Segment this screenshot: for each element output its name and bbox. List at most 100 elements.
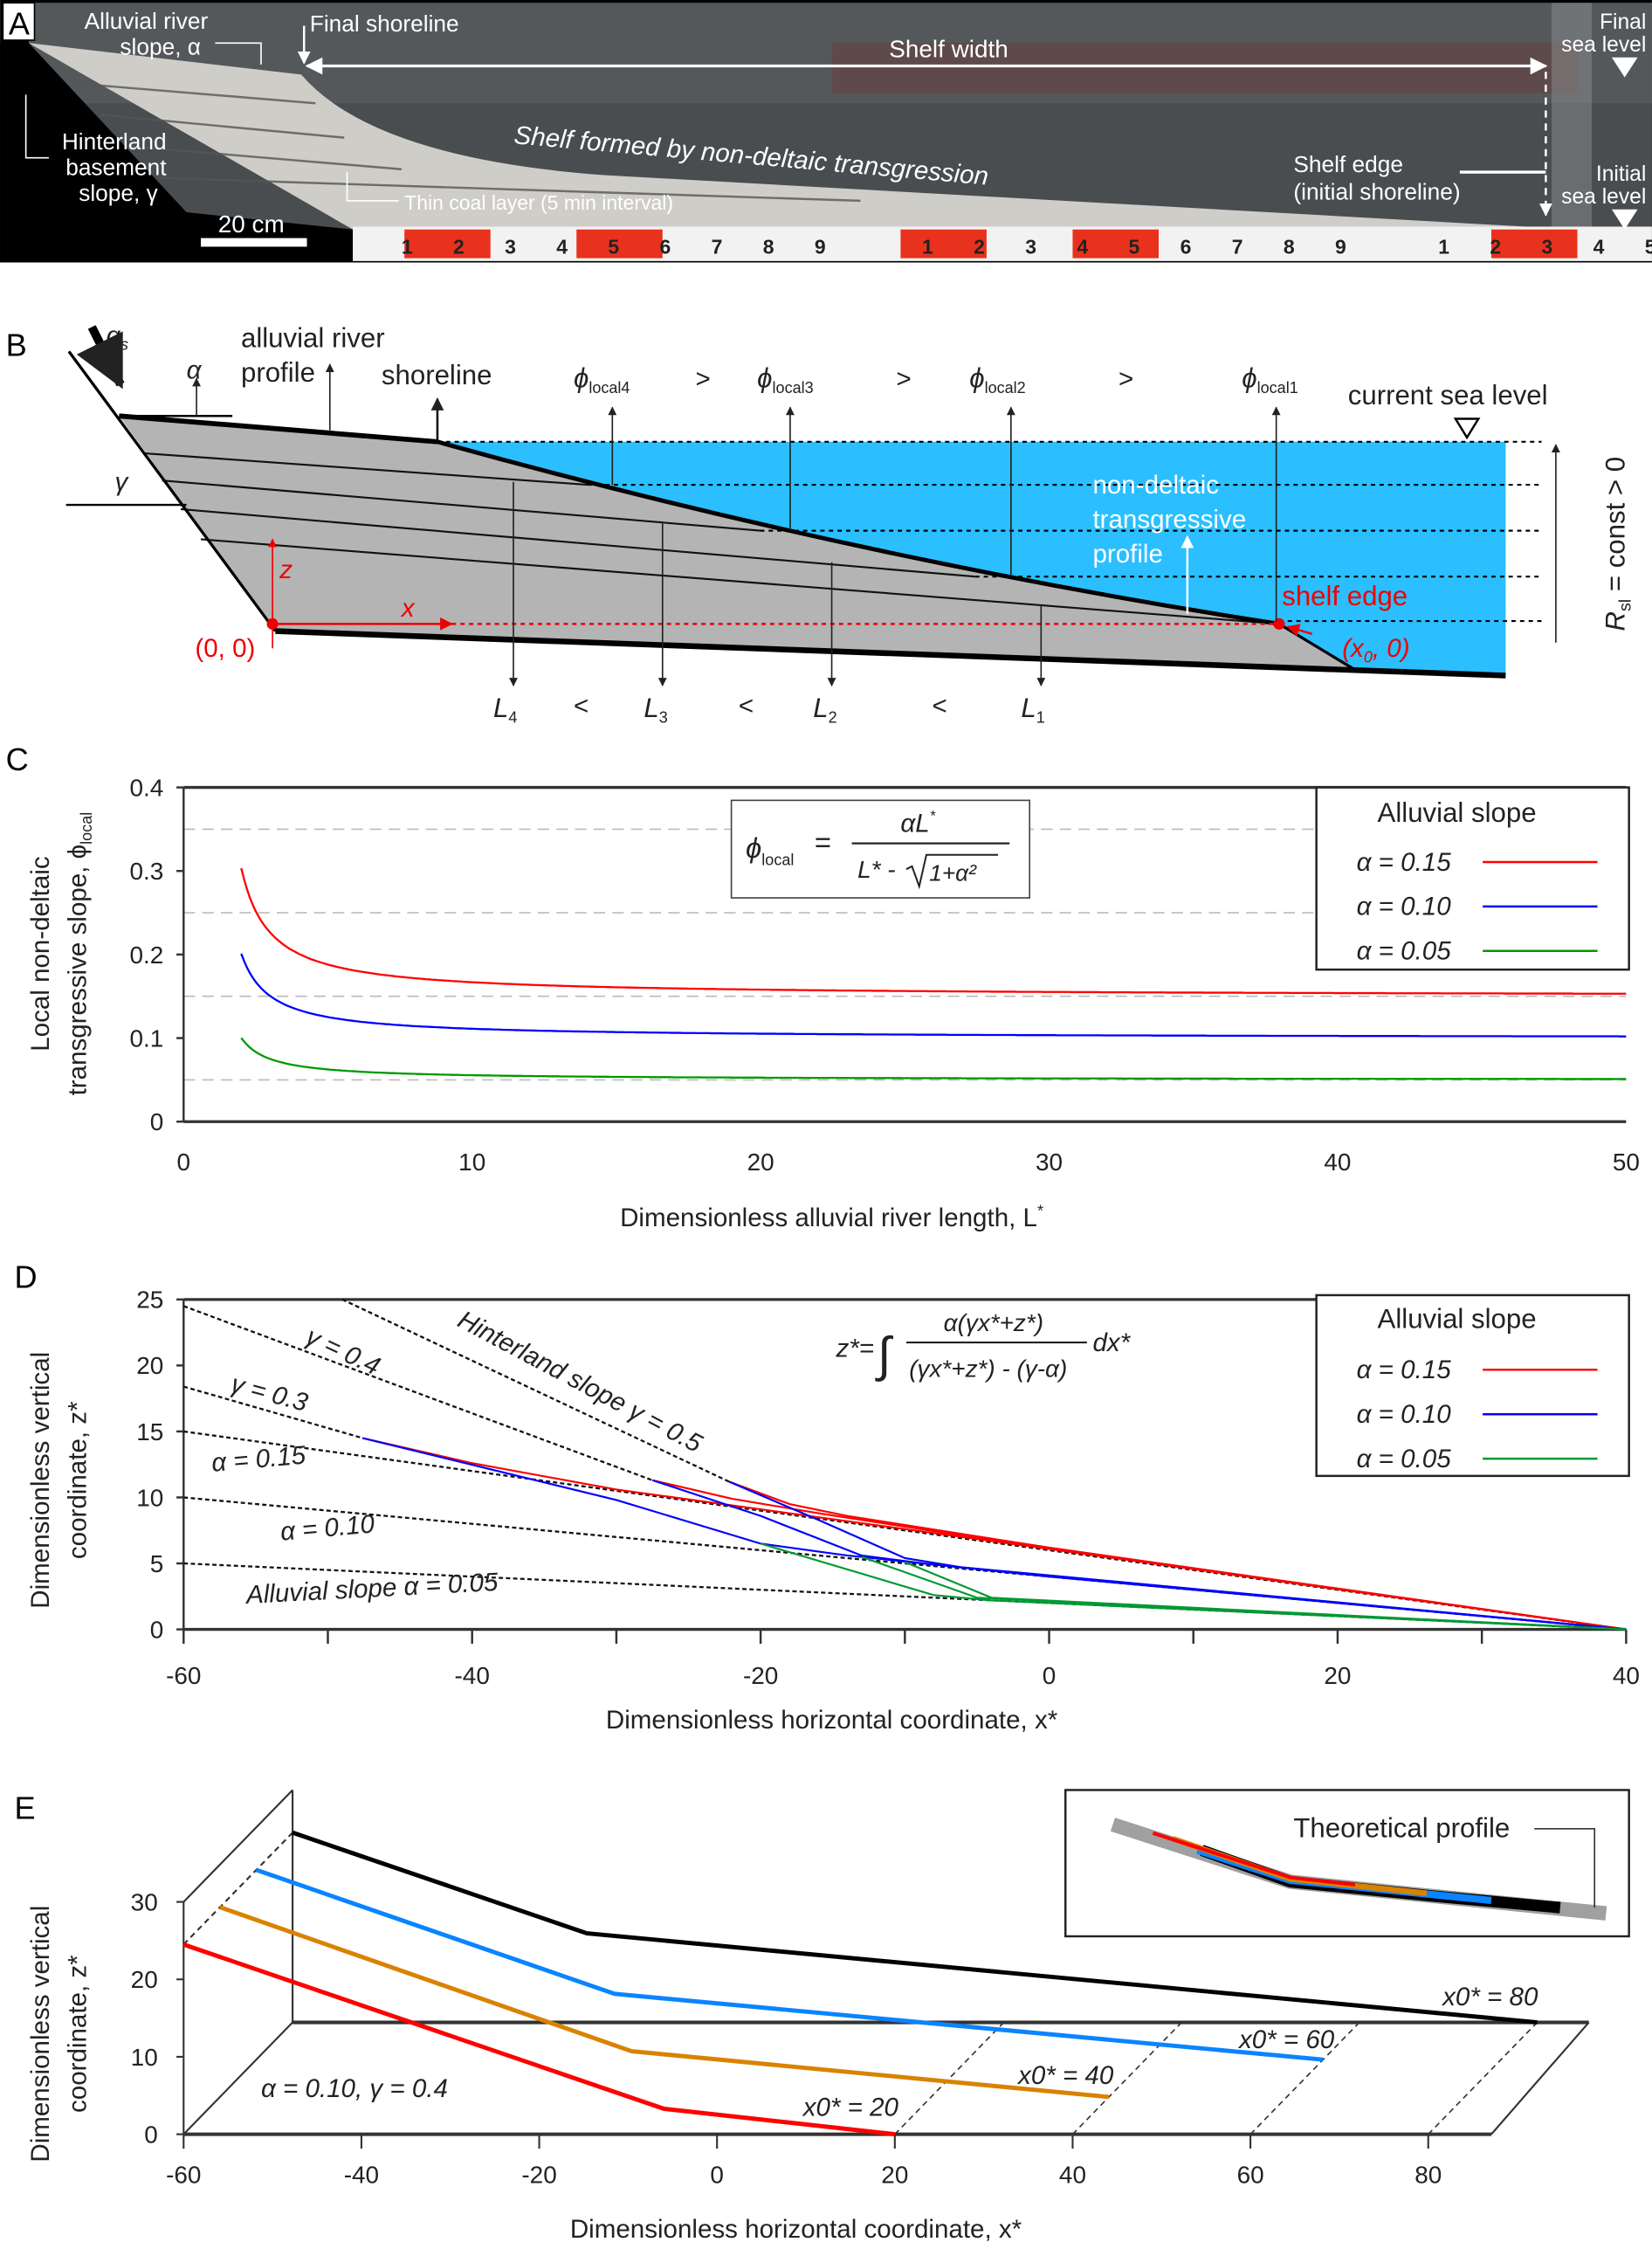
label-coal-layer: Thin coal layer (5 min interval) <box>404 191 673 214</box>
label-L4: L4 <box>493 693 517 727</box>
label-phi-local1: ϕlocal1 <box>1242 362 1298 397</box>
reference-line-label: Hinterland slope γ = 0.5 <box>453 1305 707 1459</box>
panel-e-chart: E -60 -40 -20 0 20 40 60 80 0 10 20 30 x0* = 20 x0* =… <box>15 1789 1630 2244</box>
profile-label: x0* = 40 <box>1016 2061 1114 2090</box>
profile-line <box>219 1905 1110 2100</box>
x-tick-label: 40 <box>1059 2161 1086 2188</box>
ruler-digit: 4 <box>1077 236 1088 259</box>
label-gamma: γ <box>114 468 129 497</box>
ruler-digit: 9 <box>1335 236 1346 259</box>
ruler-digit: 1 <box>922 236 933 259</box>
nondeltaic-profile-line <box>437 439 1280 626</box>
panel-label-a: A <box>9 5 31 41</box>
label-z: z <box>279 555 293 584</box>
y-tick-label: 0.1 <box>129 1024 163 1052</box>
ruler-digit: 1 <box>402 236 413 259</box>
svg-text:∫: ∫ <box>875 1327 893 1382</box>
ruler-digit: 3 <box>1025 236 1036 259</box>
reference-line-label: Alluvial slope α = 0.05 <box>244 1568 499 1610</box>
label-alluvial-slope-1: Alluvial river <box>85 8 209 34</box>
profile-line <box>182 1942 896 2137</box>
x-tick-label: 0 <box>1043 1662 1057 1689</box>
reference-line <box>183 1562 1627 1631</box>
x-tick-label: 50 <box>1613 1149 1640 1176</box>
c-y-axis-label-1: Local non-deltaic <box>26 856 55 1051</box>
x-tick-label: 40 <box>1324 1149 1351 1176</box>
profile-label: x0* = 60 <box>1237 2025 1335 2054</box>
x-tick-label: -40 <box>455 1662 490 1689</box>
profile-line <box>255 1867 1324 2062</box>
ruler-digit: 1 <box>1438 236 1449 259</box>
profile-line <box>292 1830 1538 2025</box>
label-hinterland-2: basement <box>65 154 167 180</box>
panel-a-photo: 1 2 3 4 5 6 7 8 9 1 2 3 4 5 6 7 8 9 1 2 3 4 5 A Alluvial river… <box>0 0 1652 263</box>
d-legend: Alluvial slope α = 0.15 α = 0.10 α = 0.05 <box>1315 1294 1630 1478</box>
profile-label: x0* = 20 <box>802 2093 899 2121</box>
series-line <box>240 1037 1627 1080</box>
ruler-digit: 2 <box>974 236 985 259</box>
label-L2: L2 <box>813 693 836 727</box>
legend-label: α = 0.05 <box>1357 1445 1452 1473</box>
ruler-digit: 4 <box>1593 236 1605 259</box>
label-current-sea-level: current sea level <box>1348 380 1548 410</box>
label-x: x <box>400 594 416 623</box>
label-alpha: α <box>187 356 203 385</box>
legend-label: α = 0.10 <box>1357 1400 1452 1429</box>
e-x-axis-label: Dimensionless horizontal coordinate, x* <box>570 2215 1022 2244</box>
ruler-digit: 6 <box>1180 236 1192 259</box>
svg-text:α(γx*+z*): α(γx*+z*) <box>944 1309 1043 1336</box>
svg-text:L* -: L* - <box>857 856 895 883</box>
reference-line <box>182 1305 653 1481</box>
reference-line-label: α = 0.10 <box>279 1509 376 1546</box>
label-nondeltaic-3: profile <box>1092 540 1162 569</box>
x-tick-label: -40 <box>344 2161 379 2188</box>
floor-right-edge <box>1490 2021 1590 2135</box>
x-tick-label: -60 <box>166 1662 201 1689</box>
c-y-axis-label-2: transgressive slope, ϕlocal <box>64 812 96 1096</box>
label-shelf-edge-2: (initial shoreline) <box>1293 178 1460 204</box>
e-inset: Theoretical profile <box>1064 1789 1630 1938</box>
label-final-sea-level-2: sea level <box>1561 33 1646 57</box>
x-tick-label: 60 <box>1237 2161 1264 2188</box>
x-tick-label: 20 <box>881 2161 908 2188</box>
label-nondeltaic-1: non-deltaic <box>1092 471 1219 500</box>
reference-line <box>341 1298 730 1483</box>
profile-curve <box>904 1561 1627 1631</box>
scale-bar <box>200 238 307 247</box>
ruler-digit: 3 <box>505 236 516 259</box>
y-tick-label: 25 <box>136 1287 163 1314</box>
x-tick-label: 80 <box>1415 2161 1442 2188</box>
profile-label: x0* = 80 <box>1441 1983 1538 2011</box>
d-formula: z*= ∫ α(γx*+z*) (γx*+z*) - (γ-α) dx* <box>835 1309 1131 1383</box>
lt-sign: < <box>739 692 754 721</box>
svg-text:1+α²: 1+α² <box>929 859 977 886</box>
reference-line-label: α = 0.15 <box>210 1441 307 1478</box>
series-line <box>240 867 1627 995</box>
panel-label-c: C <box>6 742 29 777</box>
svg-text:z*=: z*= <box>835 1335 874 1363</box>
sediment-wedge <box>28 43 1578 230</box>
gt-sign: > <box>696 364 711 393</box>
y-tick-label: 0 <box>150 1108 164 1135</box>
y-tick-label: 0.4 <box>129 774 163 801</box>
label-L3: L3 <box>644 693 667 727</box>
reference-line <box>182 1385 363 1439</box>
legend-label: α = 0.15 <box>1357 1356 1452 1384</box>
y-tick-label: 0.3 <box>129 858 163 885</box>
panel-c-chart: C 0 10 20 30 40 50 0 0.1 0.2 0.3 0.4 Dimensionless… <box>6 742 1640 1232</box>
c-x-axis-label: Dimensionless alluvial river length, L* <box>620 1203 1043 1232</box>
ruler-digit: 5 <box>608 236 619 259</box>
e-y-axis-label-1: Dimensionless vertical <box>26 1906 55 2163</box>
c-formula-box: ϕlocal = αL* L* - 1+α² <box>730 799 1031 899</box>
x-tick-label: 40 <box>1613 1662 1640 1689</box>
label-hinterland-3: slope, γ <box>79 180 158 206</box>
svg-text:dx*: dx* <box>1092 1328 1131 1357</box>
label-L1: L1 <box>1021 693 1044 727</box>
y-tick-label: 15 <box>136 1418 163 1445</box>
c-legend-title: Alluvial slope <box>1378 797 1537 828</box>
y-tick-label: 0 <box>144 2121 158 2148</box>
scale-bar-label: 20 cm <box>218 210 285 238</box>
lt-sign: < <box>574 692 589 721</box>
label-shoreline: shoreline <box>382 360 492 390</box>
y-tick-label: 10 <box>136 1484 163 1511</box>
